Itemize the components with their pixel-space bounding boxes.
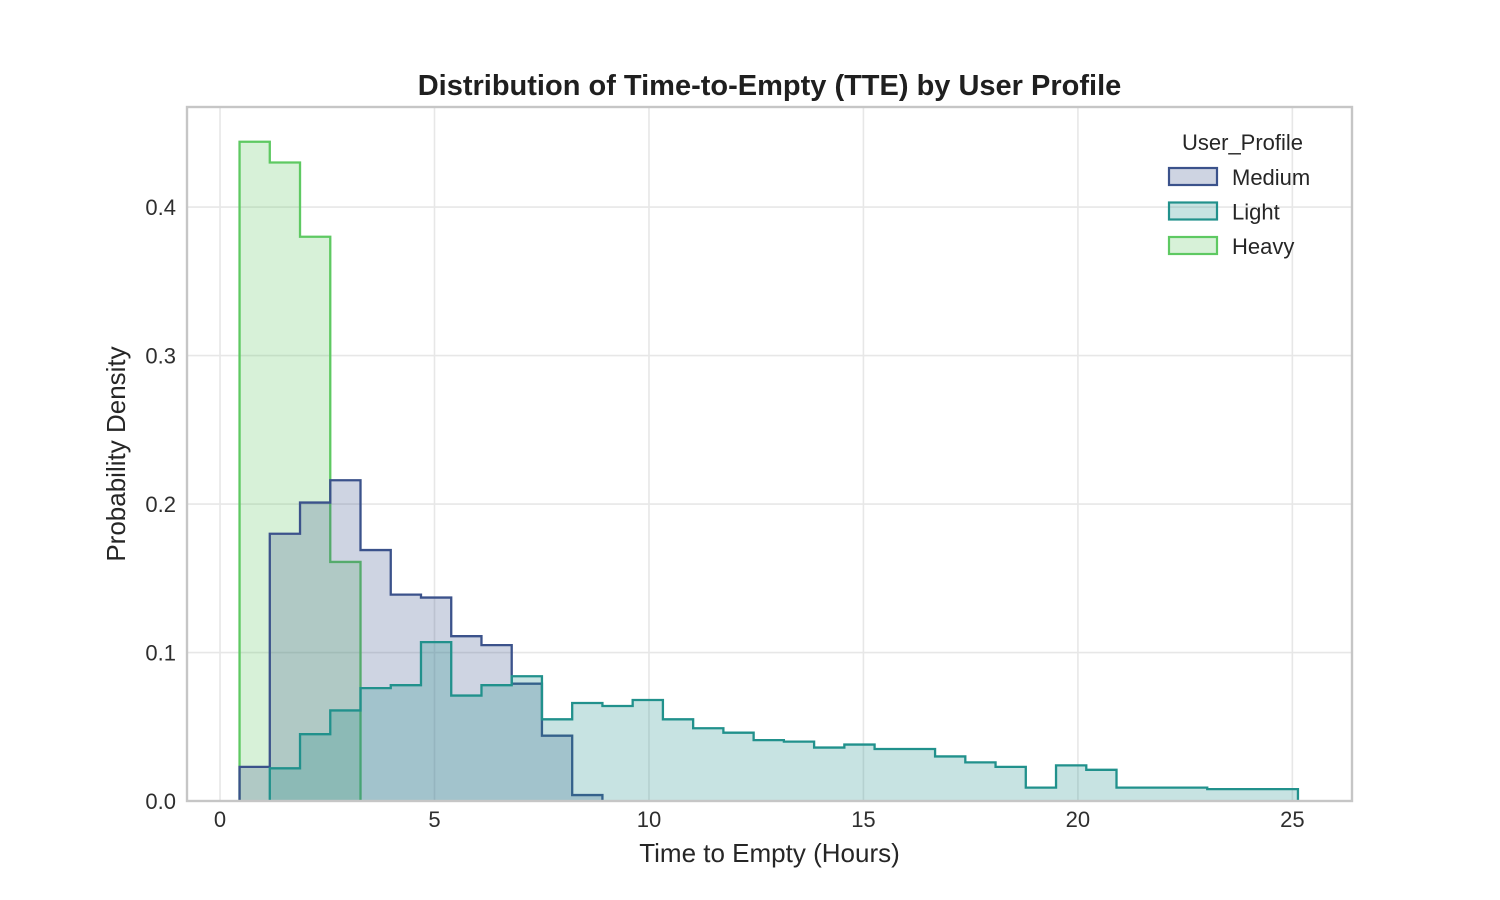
y-tick-label: 0.2 xyxy=(145,492,176,517)
x-tick-label: 20 xyxy=(1066,807,1090,832)
plot-frame xyxy=(185,105,1354,803)
legend-swatch-heavy xyxy=(1167,235,1219,256)
legend-title: User_Profile xyxy=(1182,130,1303,155)
series-heavy-outline xyxy=(238,140,362,801)
series-light-outline xyxy=(268,640,1300,801)
legend-label-medium: Medium xyxy=(1232,165,1310,190)
x-tick-label: 0 xyxy=(214,807,226,832)
y-tick-label: 0.0 xyxy=(145,789,176,814)
x-tick-label: 5 xyxy=(428,807,440,832)
legend-label-light: Light xyxy=(1232,200,1280,225)
chart-title: Distribution of Time-to-Empty (TTE) by U… xyxy=(418,70,1122,102)
y-axis-label: Probability Density xyxy=(101,346,131,561)
y-tick-label: 0.3 xyxy=(145,344,176,369)
legend-label-heavy: Heavy xyxy=(1232,234,1294,259)
series-light-fill xyxy=(269,642,1298,801)
x-tick-label: 25 xyxy=(1280,807,1304,832)
x-tick-label: 10 xyxy=(637,807,661,832)
legend-swatch-light xyxy=(1167,201,1219,221)
y-tick-label: 0.1 xyxy=(145,641,176,666)
y-tick-label: 0.4 xyxy=(145,195,176,220)
x-tick-label: 15 xyxy=(851,807,875,832)
series-medium-outline xyxy=(238,479,604,801)
legend-swatch-medium xyxy=(1167,166,1219,187)
x-axis-label: Time to Empty (Hours) xyxy=(639,838,900,868)
